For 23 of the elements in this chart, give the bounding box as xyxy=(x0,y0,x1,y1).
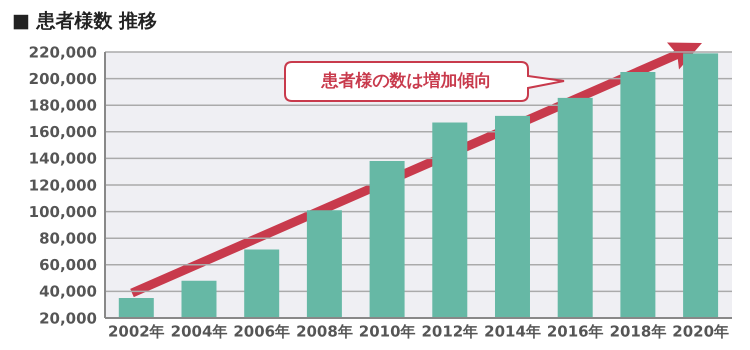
x-tick-label: 2006年 xyxy=(233,322,290,341)
chart-title: ■ 患者様数 推移 xyxy=(12,9,158,34)
y-tick-label: 180,000 xyxy=(28,96,97,115)
y-tick-label: 120,000 xyxy=(28,176,97,194)
y-tick-label: 20,000 xyxy=(39,309,97,328)
x-tick-label: 2012年 xyxy=(421,322,478,341)
annotation: 患者様の数は増加傾向 xyxy=(320,70,492,92)
y-tick-label: 140,000 xyxy=(28,150,97,168)
x-tick-label: 2018年 xyxy=(610,322,666,341)
y-tick-label: 100,000 xyxy=(28,202,97,221)
y-tick-label: 200,000 xyxy=(28,70,97,88)
x-tick-label: 2004年 xyxy=(170,322,228,341)
x-tick-label: 2020年 xyxy=(672,322,730,341)
x-tick-label: 2002年 xyxy=(108,322,165,341)
y-tick-label: 40,000 xyxy=(39,282,97,301)
x-tick-label: 2008年 xyxy=(296,322,353,341)
y-tick-label: 160,000 xyxy=(28,123,97,142)
y-tick-label: 60,000 xyxy=(39,256,97,274)
y-tick-label: 80,000 xyxy=(39,230,97,248)
x-tick-label: 2016年 xyxy=(546,322,604,341)
y-tick-label: 220,000 xyxy=(28,43,97,62)
x-tick-label: 2010年 xyxy=(358,322,416,341)
x-tick-label: 2014年 xyxy=(484,322,541,341)
